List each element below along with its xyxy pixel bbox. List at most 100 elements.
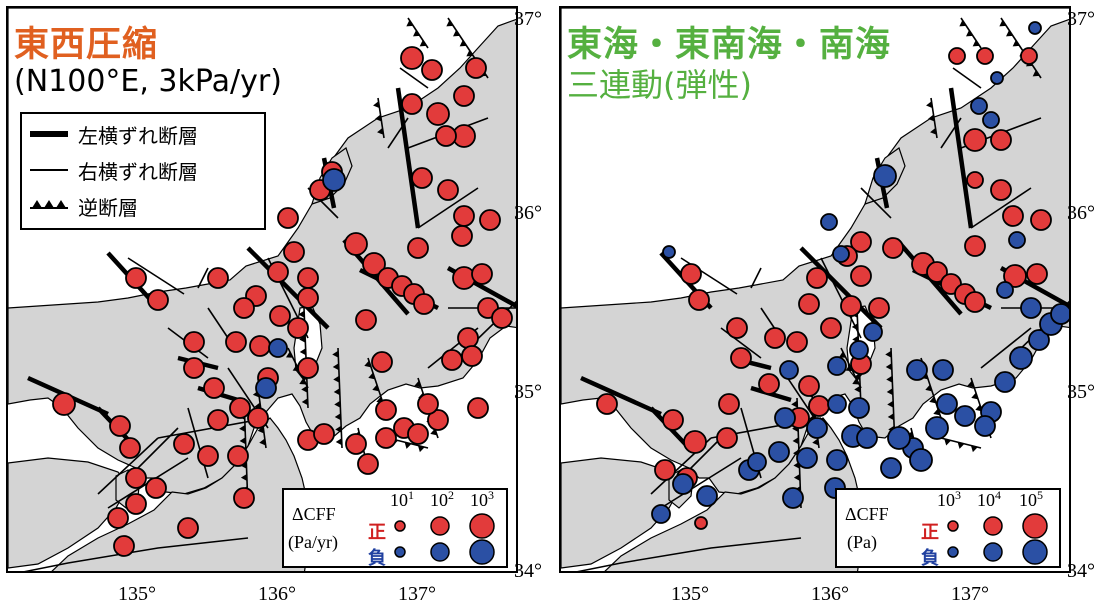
negative-cff-circle: [1050, 303, 1069, 325]
right-lateral-fault: [387, 117, 409, 149]
positive-cff-circle: [183, 331, 205, 353]
positive-cff-circle: [453, 205, 475, 227]
positive-cff-circle: [726, 317, 748, 339]
positive-cff-circle: [1020, 47, 1038, 65]
positive-cff-circle: [233, 487, 255, 509]
negative-cff-circle: [974, 415, 996, 437]
positive-cff-circle: [716, 427, 738, 449]
positive-cff-circle: [850, 231, 872, 253]
positive-cff-circle: [850, 265, 872, 287]
positive-cff-circle: [963, 128, 987, 152]
lon-label-135: 135°: [118, 583, 156, 605]
positive-cff-circle: [413, 293, 435, 315]
positive-cff-circle: [1003, 264, 1027, 288]
positive-cff-circle: [269, 305, 291, 327]
left-lateral-fault: [395, 87, 421, 229]
positive-cff-circle: [297, 267, 319, 289]
positive-cff-circle: [491, 307, 513, 329]
positive-cff-circle: [688, 289, 710, 311]
left-map-panel: 東西圧縮 (N100°E, 3kPa/yr) 左横ずれ断層 右横ずれ断層 逆断層…: [0, 0, 552, 615]
negative-cff-circle: [268, 338, 288, 358]
right-lateral-fault: [97, 437, 159, 495]
positive-cff-circle: [344, 232, 368, 256]
positive-cff-circle: [227, 445, 249, 467]
negative-cff-circle: [779, 360, 799, 380]
right-lateral-fault: [860, 187, 892, 219]
lon-label-136: 136°: [258, 583, 296, 605]
negative-cff-circle: [696, 485, 718, 507]
positive-cff-circle: [421, 59, 443, 81]
left-lateral-fault: [580, 375, 662, 417]
positive-cff-circle: [283, 241, 305, 263]
negative-large-circle: [469, 539, 495, 565]
legend-left-lateral-label: 左横ずれ断層: [78, 124, 198, 148]
negative-cff-circle: [954, 405, 976, 427]
positive-cff-circle: [441, 349, 463, 371]
positive-cff-circle: [451, 225, 473, 247]
positive-cff-circle: [375, 427, 397, 449]
left-title: 東西圧縮: [14, 25, 159, 65]
left-lateral-fault: [246, 246, 330, 330]
positive-cff-circle: [976, 47, 994, 65]
positive-cff-circle: [461, 345, 483, 367]
positive-cff-circle: [966, 171, 984, 189]
lat-label-37: 37°: [514, 8, 542, 30]
negative-cff-circle: [996, 281, 1014, 299]
positive-cff-circle: [362, 252, 386, 276]
right-lateral-fault: [127, 257, 185, 295]
positive-cff-circle: [437, 179, 459, 201]
positive-cff-circle: [125, 267, 147, 289]
left-lateral-fault: [948, 87, 974, 229]
positive-cff-circle: [173, 433, 195, 455]
positive-cff-circle: [225, 331, 247, 353]
negative-cff-circle: [827, 356, 847, 376]
positive-large-circle: [469, 513, 495, 539]
positive-cff-circle: [452, 266, 476, 290]
positive-cff-circle: [467, 397, 489, 419]
positive-cff-circle: [479, 209, 501, 231]
negative-cff-circle: [880, 457, 902, 479]
negative-cff-circle: [887, 426, 911, 450]
positive-cff-circle: [840, 295, 862, 317]
right-cff-circles: [596, 21, 1069, 530]
negative-cff-circle: [1028, 329, 1050, 351]
right-lateral-fault: [952, 67, 982, 89]
left-lateral-fault: [799, 246, 883, 330]
positive-cff-circle: [249, 335, 271, 357]
right-map: [559, 6, 1071, 573]
positive-cff-circle: [297, 357, 319, 379]
positive-cff-circle: [964, 235, 986, 257]
lat-label-35: 35°: [514, 381, 542, 403]
positive-cff-circle: [125, 493, 147, 515]
negative-cff-circle: [873, 164, 897, 188]
negative-small-circle: [394, 546, 406, 558]
scale-1: 103: [937, 488, 961, 510]
lon-label-135: 135°: [671, 583, 709, 605]
right-title: 東海・東南海・南海: [567, 25, 892, 65]
negative-cff-circle: [255, 377, 277, 399]
positive-cff-circle: [596, 393, 618, 415]
reverse-fault-icon: [30, 200, 68, 209]
right-lateral-fault: [980, 327, 1032, 369]
negative-cff-circle: [856, 427, 878, 449]
positive-cff-circle: [730, 347, 752, 369]
negative-cff-circle: [827, 394, 847, 414]
positive-cff-circle: [453, 85, 475, 107]
reverse-fault: [1000, 17, 1042, 79]
right-lateral-fault: [399, 67, 429, 89]
positive-cff-circle: [401, 93, 423, 115]
negative-cff-circle: [826, 449, 848, 471]
positive-cff-circle: [183, 357, 205, 379]
right-lateral-fault: [750, 267, 762, 289]
cff-unit: (Pa): [847, 532, 877, 552]
positive-cff-circle: [990, 129, 1012, 151]
positive-cff-circle: [357, 453, 379, 475]
negative-cff-circle: [774, 407, 796, 429]
lon-label-136: 136°: [811, 583, 849, 605]
positive-cff-circle: [417, 393, 439, 415]
positive-cff-circle: [680, 263, 702, 285]
positive-small-circle: [394, 520, 406, 532]
positive-cff-circle: [948, 47, 966, 65]
cff-label: ΔCFF: [292, 504, 336, 524]
positive-cff-circle: [964, 291, 986, 313]
